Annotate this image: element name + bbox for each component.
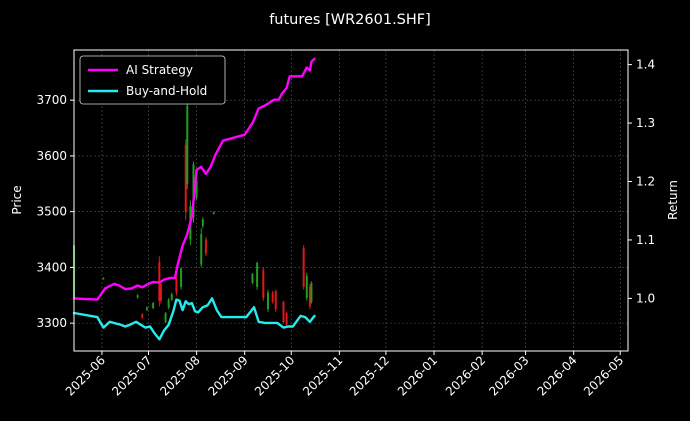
- candle-body: [195, 180, 198, 198]
- candle-body: [145, 307, 148, 310]
- candle-body: [302, 247, 305, 287]
- legend-label-buy-and-hold: Buy-and-Hold: [126, 84, 207, 98]
- candle-body: [212, 212, 215, 214]
- candle-body: [285, 313, 288, 325]
- candle-body: [164, 313, 167, 323]
- candle-body: [184, 144, 187, 212]
- candle-body: [308, 286, 311, 307]
- y-axis-right: 1.0 1.1 1.2 1.3 1.4: [628, 58, 655, 305]
- grid: [74, 50, 628, 351]
- candle-body: [167, 299, 170, 308]
- candle-body: [170, 294, 173, 300]
- candle-body: [204, 239, 207, 254]
- candle-body: [136, 295, 139, 298]
- candle-body: [251, 274, 254, 283]
- y2-tick-label: 1.3: [636, 116, 655, 130]
- y2-tick-label: 1.2: [636, 175, 655, 189]
- y-tick-label: 3400: [36, 260, 67, 274]
- candle-body: [201, 219, 204, 227]
- candle-body: [180, 268, 183, 287]
- y-axis-left: 3300 3400 3500 3600 3700: [36, 93, 74, 330]
- y2-tick-label: 1.4: [636, 58, 655, 72]
- candle-body: [200, 233, 203, 265]
- candle-body: [175, 278, 178, 293]
- candle-body: [262, 270, 265, 299]
- candle-body: [159, 284, 162, 301]
- series-line-buy-and-hold: [72, 297, 316, 341]
- chart-title: futures [WR2601.SHF]: [269, 12, 431, 28]
- y2-tick-label: 1.1: [636, 233, 655, 247]
- legend-label-ai-strategy: AI Strategy: [126, 63, 193, 77]
- candle-body: [256, 262, 259, 287]
- y2-axis-title: Return: [666, 180, 680, 220]
- candle-body: [310, 282, 313, 302]
- y-tick-label: 3600: [36, 149, 67, 163]
- y-tick-label: 3500: [36, 205, 67, 219]
- candle-body: [274, 290, 277, 310]
- candle-body: [141, 314, 144, 318]
- candle-body: [266, 292, 269, 310]
- plot-frame: [73, 49, 629, 352]
- series-line-ai-strategy: [72, 57, 316, 301]
- candle-body: [186, 105, 189, 184]
- y2-tick-label: 1.0: [636, 291, 655, 305]
- y-tick-label: 3300: [36, 316, 67, 330]
- candle-body: [152, 303, 155, 309]
- y-tick-label: 3700: [36, 93, 67, 107]
- legend: AI Strategy Buy-and-Hold: [79, 55, 226, 105]
- candle-body: [271, 292, 274, 302]
- candle-body: [102, 277, 105, 280]
- candle-body: [282, 301, 285, 323]
- series-lines: [72, 57, 316, 341]
- y-axis-title: Price: [10, 185, 24, 214]
- candle-body: [305, 275, 308, 299]
